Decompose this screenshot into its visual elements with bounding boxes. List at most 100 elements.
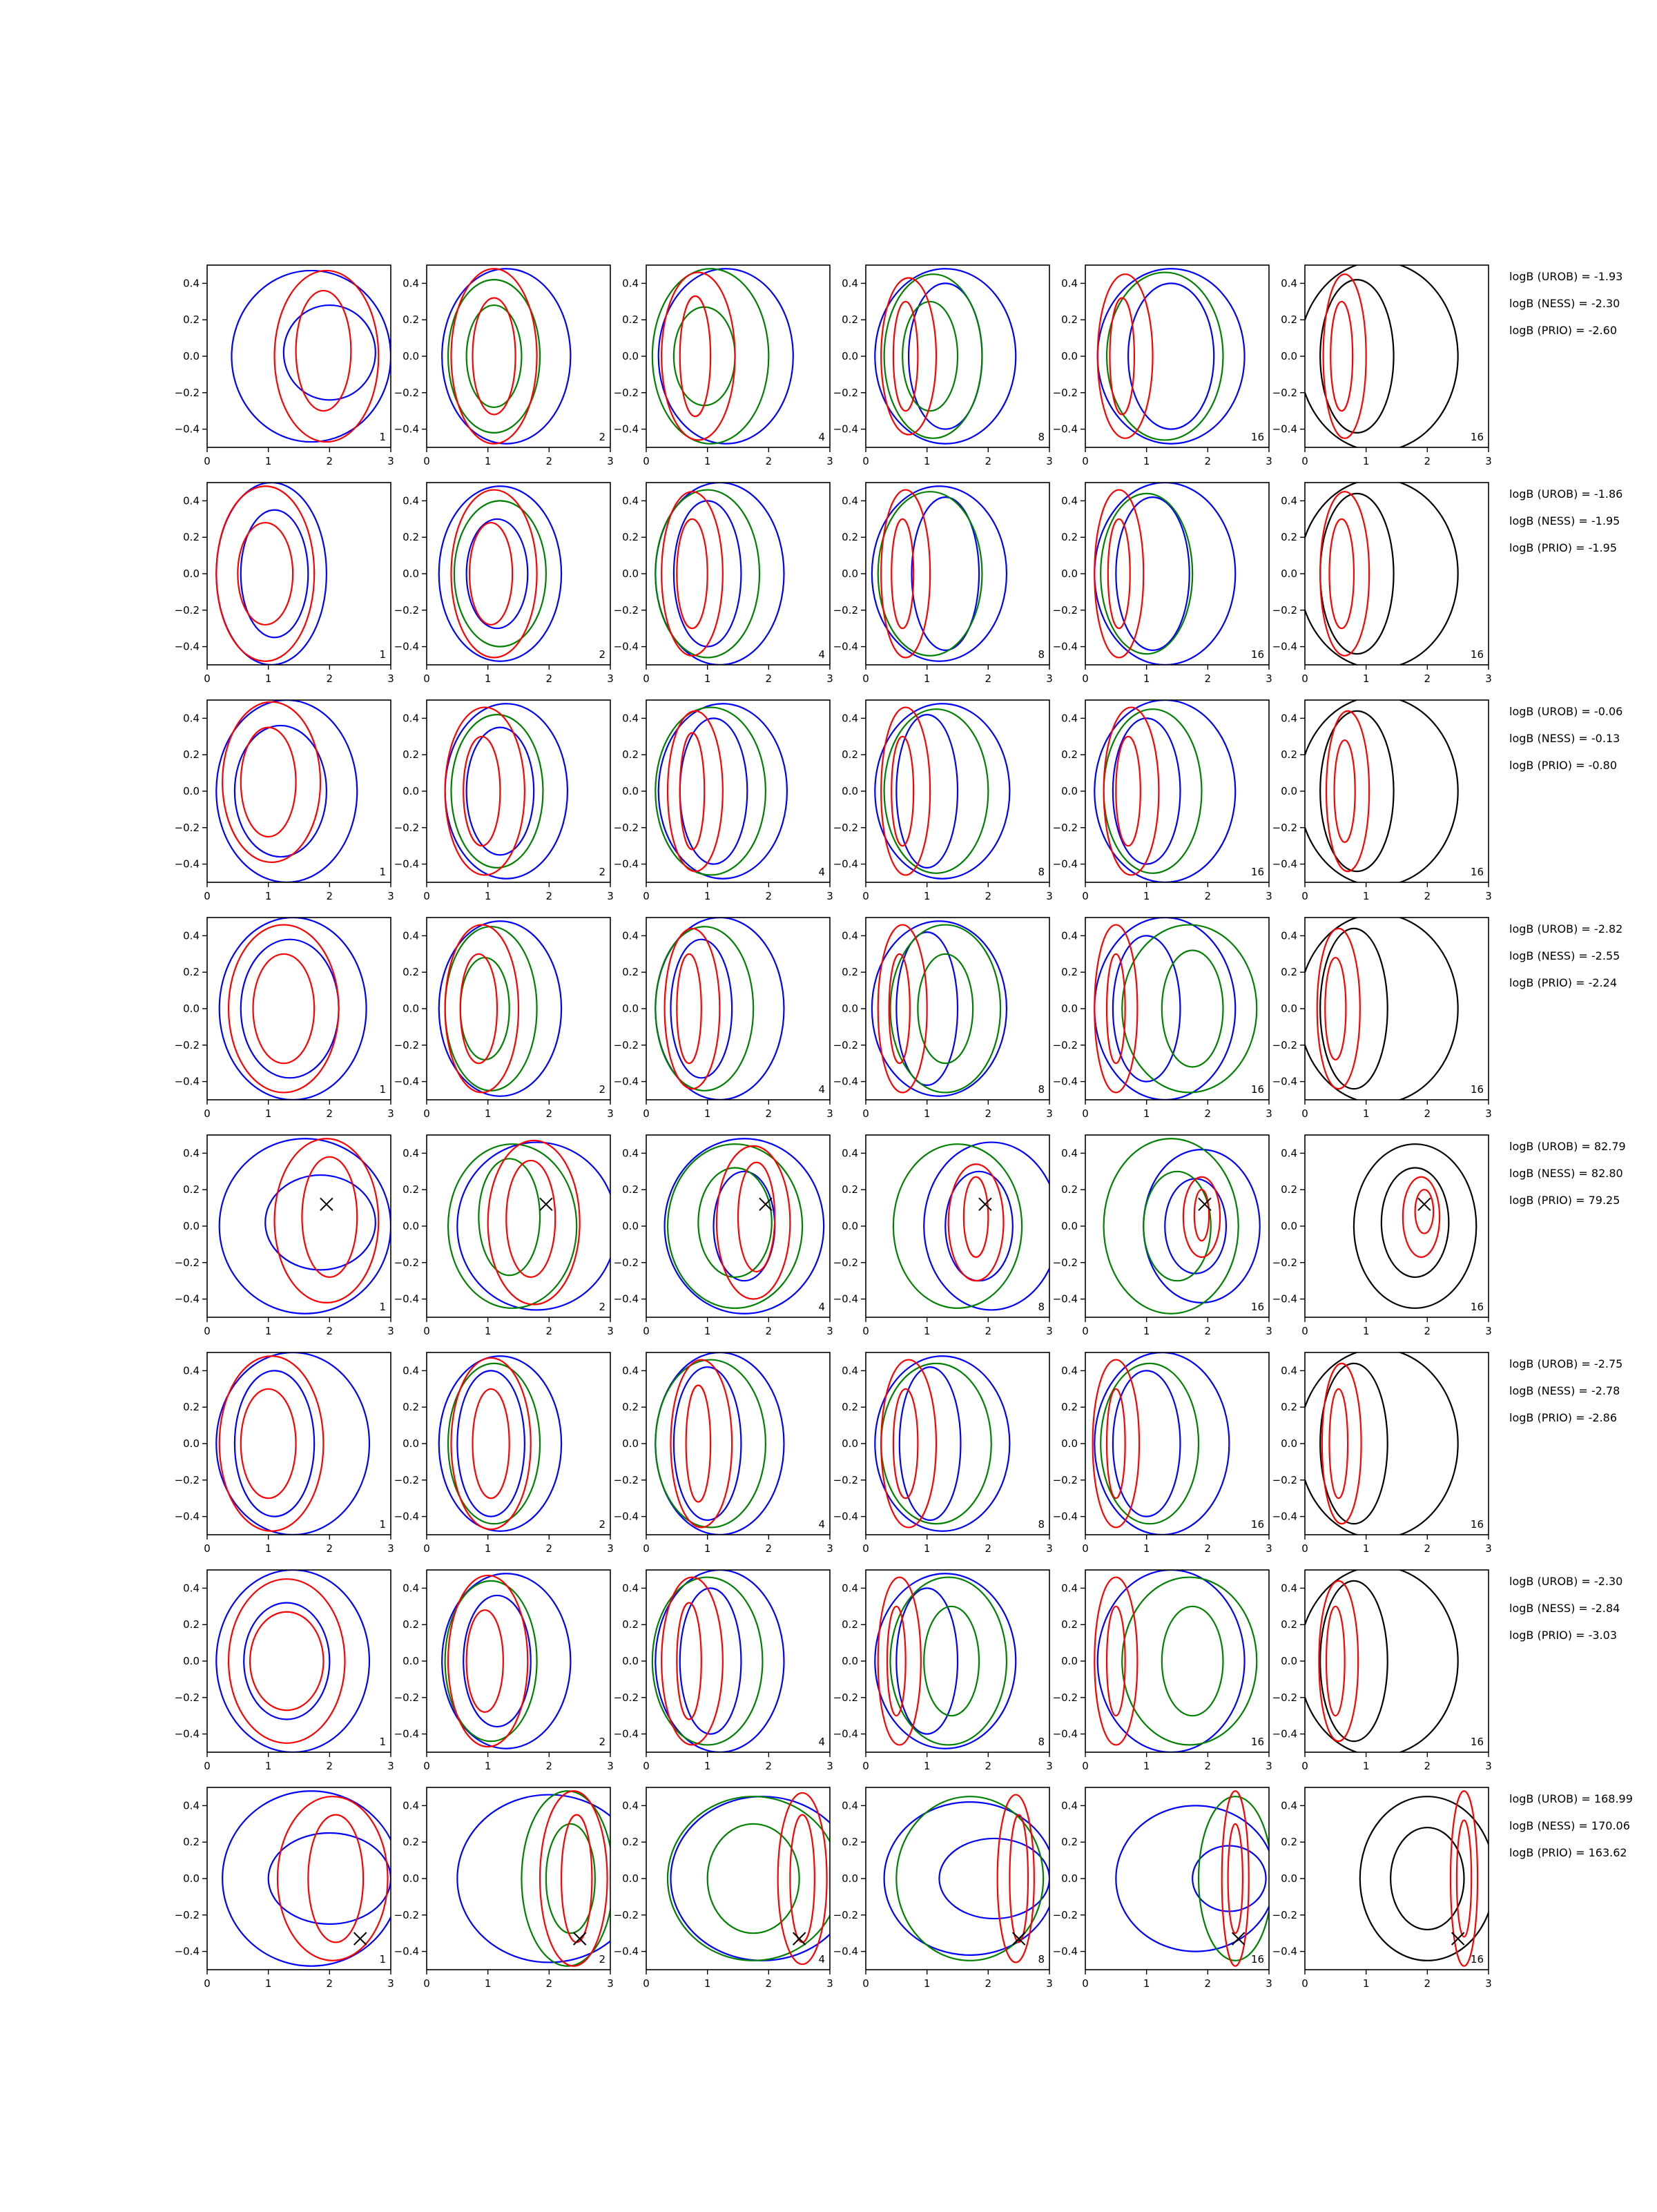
x-tick-label: 3	[607, 1107, 614, 1120]
contour-blue	[1112, 717, 1181, 865]
panel: 0 1 2 3 −0.4 −0.2 0.0 0.2 0.4 8	[833, 1352, 1053, 1555]
y-tick-label: −0.4	[833, 1946, 858, 1958]
y-tick-label: 0.0	[1061, 1437, 1078, 1450]
contour-group	[655, 918, 785, 1100]
y-tick-label: 0.4	[842, 929, 858, 942]
y-tick-label: −0.2	[1053, 1691, 1078, 1704]
contour-blue	[672, 1366, 742, 1521]
y-tick-label: 0.0	[1281, 1872, 1297, 1885]
panel: 0 1 2 3 −0.4 −0.2 0.0 0.2 0.4 16	[1053, 482, 1272, 685]
contour-group	[1305, 918, 1459, 1100]
contour-green	[666, 1796, 830, 1961]
x-tick-label: 0	[1082, 1325, 1089, 1337]
x-tick-label: 3	[1046, 455, 1053, 467]
y-tick-label: 0.2	[1281, 531, 1297, 543]
y-tick-label: 0.4	[1061, 1582, 1078, 1594]
contour-group	[215, 1570, 371, 1752]
y-tick-label: 0.2	[622, 966, 639, 978]
x-tick-label: 0	[1082, 890, 1089, 902]
y-tick-label: 0.4	[183, 712, 200, 724]
x-tick-label: 2	[985, 1977, 992, 1990]
y-tick-label: −0.2	[614, 822, 639, 834]
x-tick-label: 3	[1485, 1977, 1492, 1990]
y-tick-label: −0.4	[1053, 1728, 1078, 1740]
contour-red	[877, 1576, 922, 1746]
x-tick-label: 3	[1266, 890, 1272, 902]
contour-group	[1305, 483, 1459, 665]
y-tick-label: −0.2	[833, 1909, 858, 1921]
y-tick-label: 0.2	[842, 313, 858, 326]
true-value-marker	[1011, 1932, 1026, 1946]
panel-label: 2	[599, 431, 605, 443]
x-tick-label: 2	[1424, 890, 1431, 902]
true-value-marker	[1231, 1932, 1246, 1946]
x-tick-label: 2	[327, 890, 333, 902]
x-tick-label: 1	[1363, 672, 1370, 685]
contour-group	[438, 920, 563, 1097]
panel: 0 1 2 3 −0.4 −0.2 0.0 0.2 0.4 16	[1053, 1134, 1272, 1337]
logb-annotation: logB (NESS) = -2.30	[1509, 297, 1620, 310]
y-tick-label: 0.0	[1281, 350, 1297, 362]
contour-blue	[1143, 1149, 1261, 1303]
contour-group	[447, 1139, 610, 1311]
contour-black	[1305, 483, 1459, 665]
contour-group	[1305, 700, 1459, 882]
y-tick-label: 0.0	[1061, 350, 1078, 362]
contour-green	[521, 1790, 610, 1967]
contour-red	[240, 726, 297, 838]
panel-label: 1	[379, 1736, 386, 1748]
y-tick-label: 0.4	[842, 494, 858, 507]
panel-label: 2	[599, 866, 605, 878]
panel: 0 1 2 3 −0.4 −0.2 0.0 0.2 0.4 16	[1053, 1352, 1272, 1555]
contour-green	[478, 1158, 541, 1277]
contour-red	[227, 1578, 346, 1744]
x-tick-label: 3	[826, 1977, 833, 1990]
panel-label: 16	[1471, 648, 1484, 661]
contour-blue	[218, 1138, 391, 1314]
y-tick-label: 0.4	[1061, 712, 1078, 724]
contour-green	[1121, 1576, 1258, 1746]
contour-blue	[874, 1355, 1011, 1532]
panel-label: 1	[379, 866, 386, 878]
contour-green	[917, 953, 974, 1065]
panel: 0 1 2 3 −0.4 −0.2 0.0 0.2 0.4 8	[833, 1787, 1053, 1990]
contour-green	[1161, 949, 1224, 1068]
panel: 0 1 2 3−0.4−0.20.00.20.42	[394, 1352, 614, 1555]
axes-frame	[1304, 1134, 1489, 1318]
contour-red	[1221, 1790, 1250, 1967]
panel-label: 4	[818, 648, 825, 661]
y-tick-label: 0.0	[183, 1872, 200, 1885]
panel: 0 1 2 3 −0.4 −0.2 0.0 0.2 0.4 16	[1053, 917, 1272, 1120]
contour-group	[1094, 483, 1237, 665]
true-value-marker	[320, 1197, 333, 1212]
y-tick-label: 0.0	[1281, 785, 1297, 797]
contour-blue	[233, 1370, 316, 1517]
y-tick-label: 0.0	[403, 1002, 419, 1015]
y-tick-label: −0.2	[394, 822, 419, 834]
x-tick-label: 0	[1082, 1107, 1089, 1120]
y-tick-label: 0.4	[183, 277, 200, 289]
contour-red	[1092, 1359, 1141, 1529]
panel-label: 16	[1251, 866, 1264, 878]
panel: 0 1 2 3−0.4−0.20.00.20.42	[394, 1134, 614, 1337]
y-tick-label: −0.2	[1272, 1691, 1297, 1704]
y-tick-label: 0.4	[403, 1147, 419, 1159]
y-tick-label: −0.2	[1272, 604, 1297, 617]
y-tick-label: 0.2	[1061, 1618, 1078, 1631]
contour-red	[679, 732, 706, 851]
x-tick-label: 1	[485, 1542, 492, 1555]
x-tick-label: 0	[204, 455, 211, 467]
contour-red	[679, 295, 712, 418]
contour-green	[666, 1143, 804, 1309]
contour-green	[1103, 708, 1203, 874]
y-tick-label: −0.4	[394, 1293, 419, 1306]
y-tick-label: 0.2	[842, 966, 858, 978]
contour-blue	[895, 1587, 959, 1735]
x-tick-label: 3	[826, 890, 833, 902]
true-value-marker	[978, 1197, 992, 1212]
contour-green	[1103, 1138, 1239, 1314]
contour-group	[892, 1141, 1049, 1311]
x-tick-label: 2	[1205, 1760, 1212, 1772]
x-tick-label: 2	[546, 1760, 553, 1772]
y-tick-label: −0.4	[1053, 423, 1078, 436]
